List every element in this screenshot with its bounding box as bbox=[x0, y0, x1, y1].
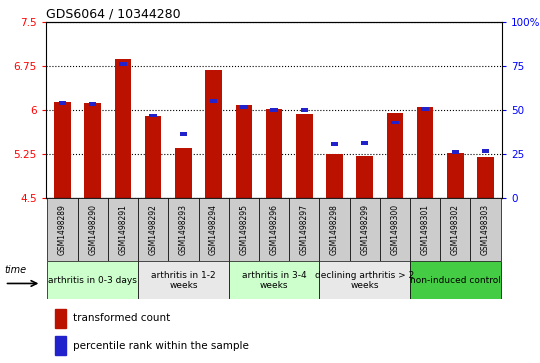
Text: declining arthritis > 2
weeks: declining arthritis > 2 weeks bbox=[315, 271, 414, 290]
Text: GSM1498302: GSM1498302 bbox=[451, 204, 460, 255]
Text: GSM1498295: GSM1498295 bbox=[239, 204, 248, 255]
Bar bbox=[387, 113, 403, 198]
Bar bbox=[271, 108, 278, 112]
Bar bbox=[48, 198, 78, 261]
Bar bbox=[168, 198, 199, 261]
Bar bbox=[240, 105, 247, 109]
Bar bbox=[349, 198, 380, 261]
Bar bbox=[470, 198, 501, 261]
Bar bbox=[440, 198, 470, 261]
Text: GSM1498299: GSM1498299 bbox=[360, 204, 369, 255]
Bar bbox=[296, 114, 313, 198]
Bar bbox=[451, 150, 459, 154]
Bar bbox=[417, 107, 434, 198]
Bar bbox=[55, 336, 66, 355]
Text: arthritis in 0-3 days: arthritis in 0-3 days bbox=[48, 276, 137, 285]
Bar bbox=[89, 102, 97, 106]
Text: GSM1498293: GSM1498293 bbox=[179, 204, 188, 255]
Bar bbox=[482, 149, 489, 153]
Bar bbox=[199, 198, 229, 261]
Bar bbox=[84, 103, 101, 198]
Bar bbox=[380, 198, 410, 261]
Bar bbox=[319, 198, 349, 261]
Text: non-induced control: non-induced control bbox=[410, 276, 501, 285]
Text: percentile rank within the sample: percentile rank within the sample bbox=[73, 340, 249, 351]
Bar bbox=[319, 261, 410, 299]
Text: GSM1498296: GSM1498296 bbox=[269, 204, 279, 255]
Text: GSM1498300: GSM1498300 bbox=[390, 204, 400, 255]
Bar bbox=[235, 105, 252, 198]
Text: GDS6064 / 10344280: GDS6064 / 10344280 bbox=[46, 8, 180, 21]
Bar bbox=[361, 141, 368, 145]
Bar bbox=[330, 142, 338, 146]
Bar bbox=[145, 116, 161, 198]
Text: GSM1498297: GSM1498297 bbox=[300, 204, 309, 255]
Bar bbox=[180, 132, 187, 136]
Bar bbox=[259, 198, 289, 261]
Bar bbox=[266, 109, 282, 198]
Text: GSM1498301: GSM1498301 bbox=[421, 204, 430, 255]
Text: GSM1498303: GSM1498303 bbox=[481, 204, 490, 255]
Bar bbox=[150, 114, 157, 118]
Bar bbox=[175, 148, 192, 198]
Bar bbox=[447, 153, 464, 198]
Text: GSM1498292: GSM1498292 bbox=[148, 204, 158, 255]
Bar bbox=[59, 101, 66, 105]
Bar bbox=[138, 198, 168, 261]
Text: transformed count: transformed count bbox=[73, 313, 171, 323]
Bar bbox=[356, 156, 373, 198]
Bar bbox=[301, 108, 308, 112]
Bar bbox=[289, 198, 319, 261]
Bar bbox=[229, 261, 319, 299]
Text: arthritis in 3-4
weeks: arthritis in 3-4 weeks bbox=[242, 271, 306, 290]
Text: arthritis in 1-2
weeks: arthritis in 1-2 weeks bbox=[151, 271, 215, 290]
Bar bbox=[55, 309, 66, 327]
Text: GSM1498290: GSM1498290 bbox=[88, 204, 97, 255]
Bar bbox=[477, 157, 494, 198]
Bar bbox=[48, 261, 138, 299]
Bar bbox=[326, 154, 343, 198]
Bar bbox=[210, 99, 218, 103]
Bar bbox=[205, 70, 222, 198]
Bar bbox=[114, 59, 131, 198]
Bar bbox=[421, 107, 429, 111]
Bar bbox=[78, 198, 108, 261]
Bar bbox=[410, 261, 501, 299]
Text: GSM1498294: GSM1498294 bbox=[209, 204, 218, 255]
Bar bbox=[108, 198, 138, 261]
Text: GSM1498289: GSM1498289 bbox=[58, 204, 67, 255]
Bar bbox=[54, 102, 71, 198]
Text: GSM1498291: GSM1498291 bbox=[118, 204, 127, 255]
Bar bbox=[391, 121, 399, 125]
Bar bbox=[138, 261, 229, 299]
Text: time: time bbox=[5, 265, 26, 275]
Bar bbox=[119, 62, 127, 66]
Bar bbox=[229, 198, 259, 261]
Text: GSM1498298: GSM1498298 bbox=[330, 204, 339, 255]
Bar bbox=[410, 198, 440, 261]
